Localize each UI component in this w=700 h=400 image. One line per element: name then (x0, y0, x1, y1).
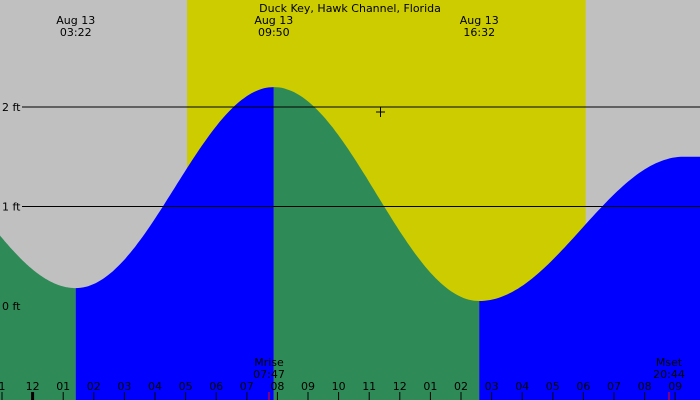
hour-tick-label-3: 01 (56, 380, 70, 393)
event-time-label-2: 09:50 (258, 26, 290, 39)
hour-tick-label-11: 09 (301, 380, 315, 393)
y-tick-label-0: 0 ft (2, 300, 21, 313)
hour-tick-label-13: 11 (362, 380, 376, 393)
hour-tick-label-18: 04 (515, 380, 529, 393)
hour-tick-label-9: 07 (240, 380, 254, 393)
hour-tick-label-6: 04 (148, 380, 162, 393)
hour-tick-label-1: 1 (0, 380, 6, 393)
hour-tick-label-21: 07 (607, 380, 621, 393)
hour-tick-label-10: 08 (270, 380, 284, 393)
hour-tick-label-4: 02 (87, 380, 101, 393)
event-time-label-3: 16:32 (463, 26, 495, 39)
hour-tick-label-20: 06 (576, 380, 590, 393)
hour-tick-label-7: 05 (179, 380, 193, 393)
hour-tick-label-8: 06 (209, 380, 223, 393)
hour-tick-label-23: 09 (668, 380, 682, 393)
hour-tick-label-19: 05 (546, 380, 560, 393)
tide-area-falling-1 (0, 236, 76, 400)
event-time-label-1: 03:22 (60, 26, 92, 39)
moon-event-time-2: 20:44 (653, 368, 685, 381)
hour-tick-label-16: 02 (454, 380, 468, 393)
y-tick-label-2: 2 ft (2, 101, 21, 114)
y-tick-label-1: 1 ft (2, 201, 21, 214)
tide-area-rising-2 (76, 87, 274, 400)
hour-tick-label-2: 12 (26, 380, 40, 393)
moon-event-time-1: 07:47 (253, 368, 285, 381)
hour-tick-label-5: 03 (117, 380, 131, 393)
hour-tick-label-12: 10 (332, 380, 346, 393)
hour-tick-label-22: 08 (638, 380, 652, 393)
hour-tick-label-14: 12 (393, 380, 407, 393)
hour-tick-label-15: 01 (423, 380, 437, 393)
hour-tick-label-17: 03 (485, 380, 499, 393)
